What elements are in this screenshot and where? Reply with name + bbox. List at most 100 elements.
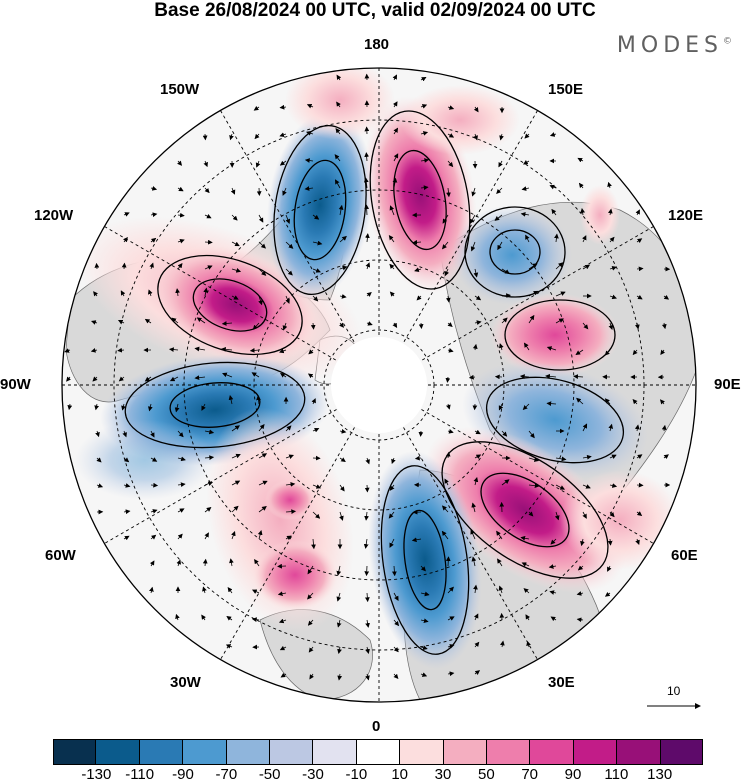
wind-vector	[339, 457, 346, 463]
wind-vector	[549, 184, 557, 190]
wind-vector	[494, 214, 503, 221]
wind-vector	[149, 560, 155, 567]
wind-vector	[555, 291, 566, 297]
wind-vector	[93, 291, 98, 297]
wind-vector	[392, 322, 398, 328]
wind-vector	[365, 619, 370, 628]
wind-vector	[580, 538, 585, 547]
wind-vector	[149, 262, 154, 270]
wind-vector	[280, 372, 287, 378]
colorbar-tick-label: -10	[345, 766, 368, 783]
wind-vector	[279, 104, 287, 110]
wind-vector	[231, 530, 236, 540]
wind-vector	[311, 398, 316, 405]
wind-vector	[501, 293, 511, 298]
wind-vector	[528, 457, 540, 462]
wind-vector	[202, 558, 208, 567]
colorbar-cell	[355, 739, 400, 765]
colorbar-tick-label: -70	[215, 766, 238, 783]
wind-vector	[445, 295, 451, 303]
wind-vector	[365, 457, 370, 465]
wind-vector	[522, 403, 530, 411]
wind-vector	[388, 511, 395, 519]
wind-vector	[468, 374, 476, 380]
lon-label-90e: 90E	[714, 376, 741, 393]
wind-vector	[258, 506, 267, 513]
colorbar-cell	[182, 739, 226, 765]
wind-vector	[312, 484, 322, 489]
wind-vector	[150, 482, 159, 488]
wind-vector	[285, 214, 291, 224]
wind-vector	[339, 484, 345, 492]
wind-vector	[312, 427, 320, 433]
wind-vector	[609, 265, 617, 271]
wind-vector	[256, 395, 261, 405]
colorbar-tick-label: -50	[258, 766, 281, 783]
wind-vector	[225, 644, 233, 649]
wind-vector	[252, 322, 260, 330]
wind-vector	[604, 349, 611, 356]
wind-vector	[258, 214, 264, 223]
wind-vector	[607, 565, 612, 572]
wind-vector	[177, 430, 184, 438]
lon-label-180: 180	[364, 36, 390, 53]
wind-vector	[528, 483, 540, 489]
wind-vector	[339, 322, 345, 328]
colorbar-cell	[529, 739, 573, 765]
wind-vector	[231, 480, 241, 486]
wind-vector	[576, 397, 584, 405]
wind-vector	[194, 346, 206, 352]
wind-vector	[175, 288, 180, 297]
wind-vector	[582, 454, 592, 460]
wind-vector	[661, 424, 667, 432]
wind-vector	[389, 538, 395, 548]
wind-vector	[150, 212, 158, 218]
colorbar-tick-label: -130	[81, 766, 112, 783]
wind-vector	[444, 478, 449, 486]
wind-vector	[582, 322, 589, 330]
wind-vector	[177, 456, 186, 462]
wind-vector	[118, 376, 125, 382]
wind-vector	[441, 530, 449, 540]
wind-vector	[420, 618, 429, 624]
wind-vector	[447, 586, 454, 594]
wind-vector	[604, 591, 611, 597]
wind-vector	[364, 204, 370, 216]
wind-vector	[144, 376, 152, 382]
wind-vector	[420, 104, 428, 109]
colorbar-tick-label: 130	[647, 766, 673, 783]
wind-vector	[204, 187, 210, 194]
wind-vector	[420, 77, 427, 82]
colorbar-tick-label: -90	[172, 766, 194, 783]
wind-vector	[204, 455, 215, 460]
wind-vector	[523, 342, 530, 351]
wind-vector	[363, 538, 369, 549]
wind-vector	[447, 105, 455, 110]
wind-vector	[442, 214, 449, 224]
wind-vector	[608, 322, 614, 331]
wind-vector	[473, 268, 479, 278]
lon-label-120w: 120W	[34, 207, 74, 224]
wind-vector	[636, 454, 643, 459]
wind-vector	[607, 208, 613, 216]
wind-vector	[339, 265, 348, 271]
lon-label-90w: 90W	[0, 376, 31, 393]
map-disc	[62, 68, 696, 702]
wind-vector	[363, 177, 369, 189]
wind-vector	[95, 430, 100, 438]
wind-vector	[521, 562, 530, 567]
lon-label-150e: 150E	[548, 81, 584, 98]
wind-vector	[447, 322, 453, 328]
wind-vector	[636, 238, 643, 243]
wind-vector	[528, 314, 535, 324]
wind-vector	[202, 586, 207, 594]
wind-vector	[392, 177, 398, 189]
wind-vector	[336, 592, 342, 602]
wind-vector	[201, 614, 206, 621]
wind-vector	[339, 511, 344, 521]
wind-vector	[280, 672, 287, 678]
colorbar-cell	[442, 739, 487, 765]
colorbar-cell	[659, 739, 704, 765]
wind-vector	[469, 214, 476, 224]
wind-vector	[393, 127, 399, 135]
